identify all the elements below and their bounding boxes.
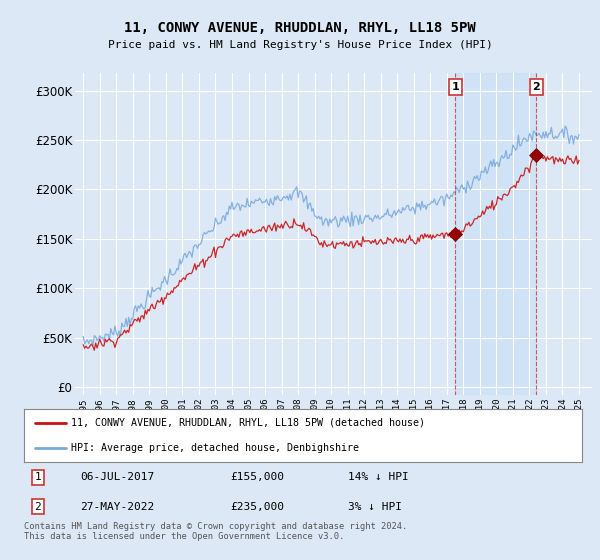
Text: 3% ↓ HPI: 3% ↓ HPI <box>347 502 401 511</box>
Text: 14% ↓ HPI: 14% ↓ HPI <box>347 473 409 482</box>
Text: 06-JUL-2017: 06-JUL-2017 <box>80 473 154 482</box>
Bar <box>455 73 536 395</box>
Text: £235,000: £235,000 <box>230 502 284 511</box>
Text: 11, CONWY AVENUE, RHUDDLAN, RHYL, LL18 5PW: 11, CONWY AVENUE, RHUDDLAN, RHYL, LL18 5… <box>124 21 476 35</box>
Text: Contains HM Land Registry data © Crown copyright and database right 2024.
This d: Contains HM Land Registry data © Crown c… <box>24 522 407 542</box>
Text: 2: 2 <box>35 502 41 511</box>
Text: HPI: Average price, detached house, Denbighshire: HPI: Average price, detached house, Denb… <box>71 443 359 453</box>
Text: 27-MAY-2022: 27-MAY-2022 <box>80 502 154 511</box>
Text: 1: 1 <box>35 473 41 482</box>
Text: 11, CONWY AVENUE, RHUDDLAN, RHYL, LL18 5PW (detached house): 11, CONWY AVENUE, RHUDDLAN, RHYL, LL18 5… <box>71 418 425 428</box>
Text: 2: 2 <box>532 82 540 92</box>
Text: Price paid vs. HM Land Registry's House Price Index (HPI): Price paid vs. HM Land Registry's House … <box>107 40 493 50</box>
Text: 1: 1 <box>451 82 459 92</box>
Text: £155,000: £155,000 <box>230 473 284 482</box>
